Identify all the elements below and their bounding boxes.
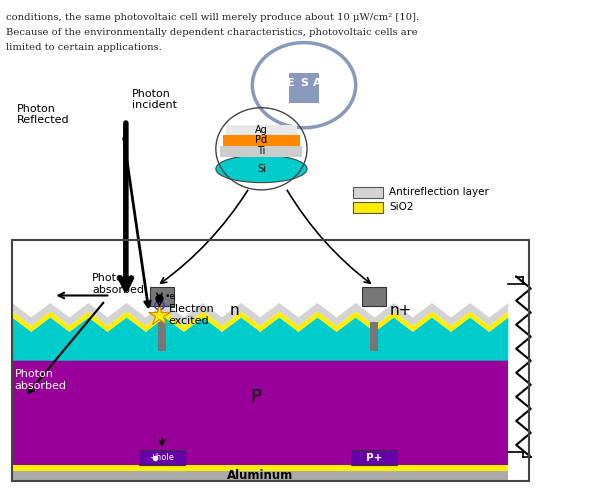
Text: Photon
Reflected: Photon Reflected (17, 104, 70, 125)
Text: Photon
absorbed: Photon absorbed (15, 369, 67, 391)
Text: n+: n+ (389, 303, 412, 318)
Ellipse shape (216, 155, 307, 182)
Text: SiO2: SiO2 (389, 202, 413, 212)
Bar (139, 450, 185, 465)
Bar (12, 465, 508, 481)
Bar (12, 471, 508, 481)
Bar (12, 332, 508, 465)
Text: +hole: +hole (150, 453, 174, 462)
Polygon shape (12, 312, 508, 332)
Text: •e: •e (164, 292, 175, 301)
Bar (353, 202, 383, 213)
Bar (158, 322, 166, 351)
Text: Si: Si (257, 164, 266, 174)
Text: Pd: Pd (255, 135, 268, 145)
Text: n: n (229, 303, 239, 318)
Text: A: A (313, 78, 322, 88)
Polygon shape (12, 318, 508, 361)
Text: Ti: Ti (257, 146, 266, 156)
Bar (370, 322, 378, 351)
Text: limited to certain applications.: limited to certain applications. (6, 43, 162, 52)
Text: P+: P+ (366, 452, 382, 462)
Text: E: E (287, 78, 294, 88)
Text: Aluminum: Aluminum (227, 469, 293, 482)
Bar (226, 125, 297, 135)
Text: conditions, the same photovoltaic cell will merely produce about 10 μW/cm² [10].: conditions, the same photovoltaic cell w… (6, 13, 419, 22)
Bar (223, 135, 300, 146)
Text: S: S (300, 78, 308, 88)
Bar (289, 73, 319, 103)
Bar (150, 288, 174, 306)
Text: P: P (250, 388, 261, 406)
Bar (353, 187, 383, 198)
Text: Photon
incident: Photon incident (132, 89, 177, 110)
Text: Because of the environmentally dependent characteristics, photovoltaic cells are: Because of the environmentally dependent… (6, 28, 418, 37)
Bar (12, 240, 529, 481)
Text: Antireflection layer: Antireflection layer (389, 187, 489, 197)
Text: Electron
excited: Electron excited (168, 304, 214, 326)
Text: Photon
absorbed: Photon absorbed (92, 273, 144, 295)
Bar (220, 146, 303, 157)
Polygon shape (12, 303, 508, 326)
Bar (351, 450, 397, 465)
Text: Ag: Ag (255, 125, 268, 135)
Bar (362, 288, 385, 306)
